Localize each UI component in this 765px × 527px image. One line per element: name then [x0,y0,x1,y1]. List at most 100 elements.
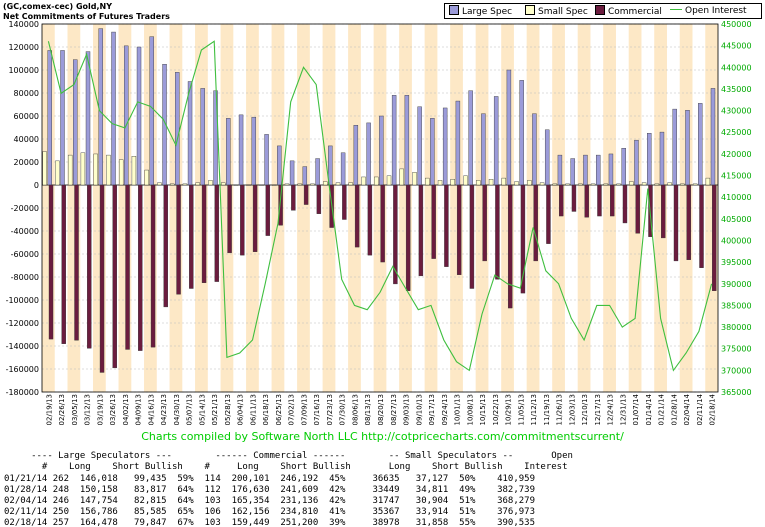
x-tick-label: 09/03/13 [403,394,411,425]
x-tick-label: 02/19/13 [45,394,53,425]
commercial-bar [610,184,615,217]
small-spec-bar [361,176,366,186]
large-spec-bar [149,36,154,186]
small-spec-bar [67,154,73,186]
x-tick-label: 03/26/13 [109,394,117,425]
small-spec-bar [335,182,341,186]
commercial-bar [507,184,513,309]
large-spec-bar [187,81,193,186]
x-tick-label: 04/16/13 [147,394,155,425]
large-spec-bar [595,154,601,186]
y-tick-label: -80000 [11,273,39,282]
legend-item-small-spec: Small Spec [525,5,588,17]
y2-tick-label: 445000 [721,42,752,51]
chart-credit: Charts compiled by Software North LLC ht… [141,430,624,443]
small-spec-bar [221,182,226,186]
x-tick-label: 09/17/13 [428,394,436,425]
x-tick-label: 11/19/13 [543,394,551,425]
x-tick-label: 10/08/13 [466,394,474,425]
legend: Large Spec Small Spec Commercial Open In… [444,3,762,19]
commercial-bar [150,184,156,348]
commercial-bar [201,184,207,283]
large-spec-bar [634,139,639,186]
large-spec-bar [647,133,652,186]
x-tick-label: 07/23/13 [326,394,334,425]
commercial-bar [265,184,271,236]
small-spec-bar [195,182,200,186]
commercial-bar [367,184,373,256]
y-tick-label: 140000 [8,20,39,29]
x-tick-label: 12/31/13 [619,394,627,425]
commercial-bar [278,184,283,226]
large-spec-bar [710,88,716,186]
small-spec-bar [450,179,455,186]
small-spec-bar [514,181,519,186]
x-tick-label: 09/10/13 [415,394,423,425]
x-tick-label: 10/01/13 [454,394,462,425]
small-spec-bar [272,184,277,186]
y2-tick-label: 365000 [721,388,752,397]
large-spec-bar [608,153,614,186]
large-spec-bar [391,95,397,186]
x-tick-label: 05/21/13 [211,394,219,425]
y2-tick-label: 375000 [721,345,752,354]
small-spec-bar [578,183,583,186]
table-column-header: # Long Short Bullish # Long Short Bullis… [4,462,568,472]
large-spec-bar [404,95,410,186]
large-spec-bar [47,50,52,186]
small-spec-bar [131,156,137,186]
y-tick-label: 20000 [14,158,39,167]
large-spec-bar [455,100,461,186]
y2-tick-label: 440000 [721,63,752,72]
small-spec-bar [169,183,175,186]
small-spec-bar [118,159,124,186]
large-spec-bar [493,96,499,186]
large-spec-bar [583,154,588,186]
small-spec-bar [412,172,417,186]
large-spec-bar [698,103,703,186]
y-tick-label: -40000 [11,227,39,236]
commercial-bar [661,184,666,239]
commercial-bar [520,184,526,294]
large-spec-bar [544,129,550,186]
commercial-bar [482,184,487,262]
legend-swatch-small-spec [525,5,535,15]
x-tick-label: 10/29/13 [505,394,513,425]
y2-tick-label: 370000 [721,366,752,375]
small-spec-bar [680,183,685,186]
x-tick-label: 09/24/13 [441,394,449,425]
x-tick-label: 03/19/13 [96,394,104,425]
y-tick-label: 80000 [14,89,39,98]
commercial-bar [303,184,309,205]
commercial-bar [354,184,360,248]
large-spec-bar [417,106,422,186]
y-tick-label: 40000 [14,135,39,144]
small-spec-bar [488,179,494,186]
commercial-bar [189,184,194,289]
table-row: 01/21/14 262 146,018 99,435 59% 114 200,… [4,474,536,484]
small-spec-bar [93,153,98,186]
small-spec-bar [80,152,86,186]
x-tick-label: 08/06/13 [351,394,359,425]
table-row: 02/11/14 250 156,786 85,585 65% 106 162,… [4,507,536,517]
small-spec-bar [106,154,111,186]
y-tick-label: -20000 [11,204,39,213]
large-spec-bar [111,31,116,186]
small-spec-bar [182,183,188,186]
small-spec-bar [323,181,328,186]
commercial-bar [48,184,54,340]
commercial-bar [444,184,449,267]
x-tick-label: 10/22/13 [492,394,500,425]
y2-tick-label: 420000 [721,150,752,159]
y-tick-label: -180000 [6,388,39,397]
y2-tick-label: 410000 [721,193,752,202]
x-tick-label: 11/05/13 [517,394,525,425]
x-tick-label: 01/14/14 [645,393,653,425]
x-tick-label: 10/15/13 [479,394,487,425]
x-tick-label: 12/10/13 [581,394,589,425]
x-tick-label: 07/02/13 [288,394,296,425]
table-group-header: ---- Large Speculators --- ------ Commer… [4,451,573,461]
y2-tick-label: 385000 [721,301,752,310]
x-tick-label: 06/04/13 [237,394,245,425]
y-tick-label: 120000 [8,43,39,52]
